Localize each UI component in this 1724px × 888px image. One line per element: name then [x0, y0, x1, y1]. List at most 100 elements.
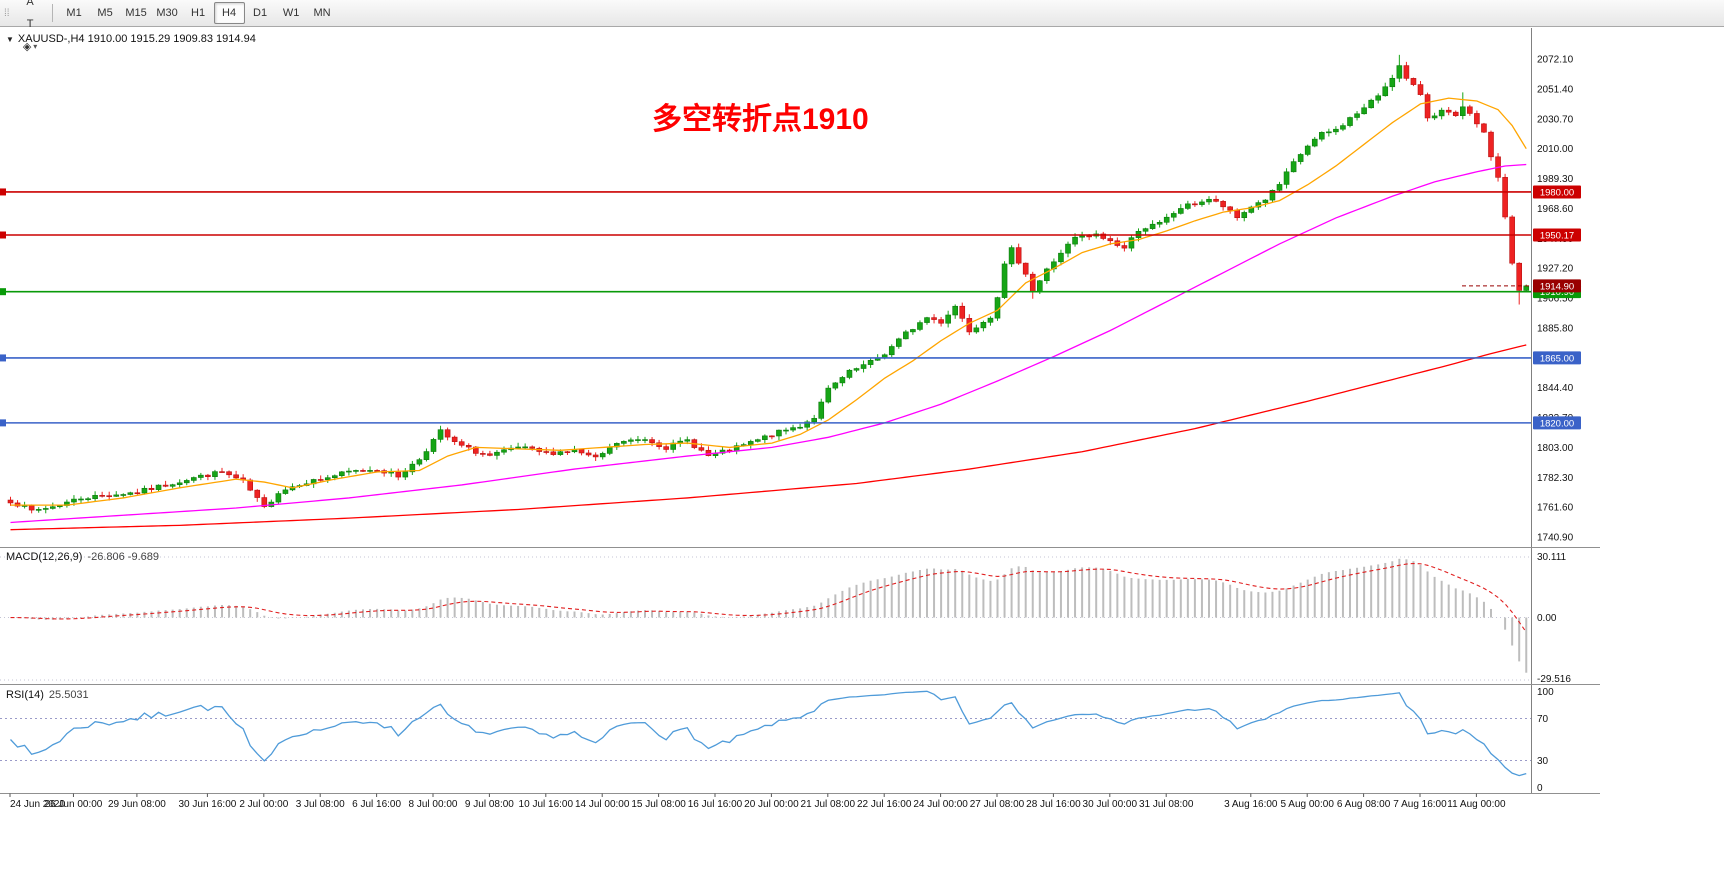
horizontal-level-lines [0, 188, 1531, 427]
timeframe-button-M5[interactable]: M5 [97, 7, 113, 19]
macd-signal-line [10, 562, 1527, 633]
date-axis-label: 2 Jul 00:00 [239, 799, 288, 810]
date-axis-label: 15 Jul 08:00 [631, 799, 686, 810]
price-axis-label: 1803.00 [1537, 443, 1574, 454]
price-axis-label: 1885.80 [1537, 323, 1574, 334]
hline-left-marker [0, 354, 6, 362]
date-axis-label: 3 Jul 08:00 [296, 799, 345, 810]
date-axis-label: 20 Jul 00:00 [744, 799, 799, 810]
price-axis-label: 1844.40 [1537, 383, 1574, 394]
date-axis-label: 8 Jul 00:00 [409, 799, 458, 810]
date-axis-label: 21 Jul 08:00 [801, 799, 856, 810]
date-axis-label: 11 Aug 00:00 [1447, 799, 1506, 810]
macd-axis-label: -29.516 [1537, 674, 1571, 685]
date-axis-label: 7 Aug 16:00 [1393, 799, 1447, 810]
price-axis-label: 1761.60 [1537, 503, 1574, 514]
timeframe-button-H4[interactable]: H4 [213, 2, 245, 24]
macd-axis-label: 30.111 [1537, 552, 1567, 563]
rsi-line [10, 690, 1527, 777]
date-axis-label: 28 Jul 16:00 [1026, 799, 1081, 810]
chart-symbol-header: ▼ XAUUSD-,H4 1910.00 1915.29 1909.83 191… [6, 33, 256, 45]
svg-text:1980.00: 1980.00 [1540, 187, 1574, 198]
date-axis-label: 30 Jul 00:00 [1083, 799, 1138, 810]
date-axis-label: 3 Aug 16:00 [1224, 799, 1278, 810]
price-axis-label: 2072.10 [1537, 55, 1574, 66]
hline-left-marker [0, 231, 6, 239]
timeframe-button-MN[interactable]: MN [313, 7, 331, 19]
ma-slow-red[interactable] [10, 344, 1527, 531]
cursor-icon[interactable]: A [26, 0, 34, 8]
price-tag [1533, 279, 1581, 293]
chevron-down-icon: ▾ [33, 41, 38, 51]
svg-text:1950.17: 1950.17 [1540, 231, 1574, 242]
price-axis-label: 1968.60 [1537, 204, 1574, 215]
date-axis-label: 31 Jul 08:00 [1139, 799, 1194, 810]
rsi-indicator-label: RSI(14) 25.5031 [6, 689, 89, 701]
timeframe-button-M15[interactable]: M15 [125, 7, 147, 19]
date-axis-label: 5 Aug 00:00 [1281, 799, 1335, 810]
hline-left-marker [0, 188, 6, 196]
svg-text:1820.00: 1820.00 [1540, 418, 1574, 429]
price-axis[interactable]: 2072.10 2051.40 2030.70 2010.00 1989.30 1968.… [1531, 28, 1582, 794]
chart-annotation-text[interactable]: 多空转折点1910 [652, 103, 869, 136]
macd-panel[interactable]: 30.111 0.00 -29.516 [0, 552, 1571, 685]
symbol-ohlc-text: XAUUSD-,H4 1910.00 1915.29 1909.83 1914.… [17, 33, 256, 45]
rsi-axis-label: 0 [1537, 783, 1543, 794]
price-tag [1533, 351, 1581, 365]
timeframe-button-D1[interactable]: D1 [253, 7, 268, 19]
date-axis-label: 24 Jul 00:00 [913, 799, 968, 810]
date-axis-label: 6 Aug 08:00 [1337, 799, 1391, 810]
date-axis-label: 29 Jun 08:00 [108, 799, 166, 810]
date-axis-label: 22 Jul 16:00 [857, 799, 912, 810]
price-axis-label: 2030.70 [1537, 114, 1574, 125]
svg-text:1910.90: 1910.90 [1540, 287, 1574, 298]
timeframe-button-W1[interactable]: W1 [282, 7, 300, 19]
timeframe-button-M30[interactable]: M30 [156, 7, 178, 19]
ma-mid-magenta[interactable] [10, 163, 1527, 524]
timeframe-button-M1[interactable]: M1 [66, 7, 82, 19]
date-axis-label: 6 Jul 16:00 [352, 799, 401, 810]
price-tag [1533, 185, 1581, 199]
rsi-axis-label: 100 [1537, 687, 1554, 698]
macd-values: -26.806 -9.689 [87, 551, 159, 563]
ma-fast-orange[interactable] [10, 97, 1527, 506]
symbol-dropdown-icon[interactable]: ▼ [6, 34, 14, 44]
svg-text:1865.00: 1865.00 [1540, 353, 1574, 364]
date-axis-label: 24 Jun 2020 [10, 799, 65, 810]
toolbar-separator [51, 4, 53, 22]
rsi-panel[interactable]: 100 70 30 0 [0, 687, 1554, 794]
price-axis-label: 1989.30 [1537, 174, 1574, 185]
moving-average-lines [10, 97, 1527, 531]
text-icon[interactable]: T [26, 18, 34, 30]
rsi-name: RSI(14) [6, 689, 44, 701]
date-axis-label: 16 Jul 16:00 [688, 799, 743, 810]
date-axis-label: 14 Jul 00:00 [575, 799, 630, 810]
rsi-axis-label: 30 [1537, 756, 1549, 767]
shapes-icon[interactable]: ◈ ▾ [22, 40, 38, 53]
price-axis-label: 2010.00 [1537, 144, 1574, 155]
date-axis-label: 26 Jun 00:00 [45, 799, 103, 810]
timeframe-button-H1[interactable]: H1 [191, 7, 206, 19]
macd-name: MACD(12,26,9) [6, 551, 83, 563]
price-tag [1533, 228, 1581, 242]
price-axis-label: 1927.20 [1537, 264, 1574, 275]
svg-text:1914.90: 1914.90 [1540, 281, 1574, 292]
hline-left-marker [0, 288, 6, 296]
candlestick-series [7, 54, 1530, 514]
price-axis-label: 1782.30 [1537, 473, 1574, 484]
toolbar-icon-group: ▦AT◈▾ [15, 0, 46, 57]
price-axis-label: 1906.50 [1537, 294, 1574, 305]
price-axis-label: 2051.40 [1537, 84, 1574, 95]
timeframe-button-group: M1 M5 M15 M30 H1 H4 D1 W1 MN [59, 2, 338, 24]
hline-left-marker [0, 419, 6, 427]
rsi-value: 25.5031 [48, 689, 89, 701]
price-axis-label: 1740.90 [1537, 533, 1574, 544]
rsi-axis-label: 70 [1537, 714, 1549, 725]
chart-plot-area[interactable] [0, 28, 1531, 547]
date-axis-label: 9 Jul 08:00 [465, 799, 514, 810]
toolbar-drag-handle[interactable]: ⁞⁞ [4, 7, 10, 19]
date-axis-label: 30 Jun 16:00 [178, 799, 236, 810]
date-axis-label: 27 Jul 08:00 [970, 799, 1025, 810]
